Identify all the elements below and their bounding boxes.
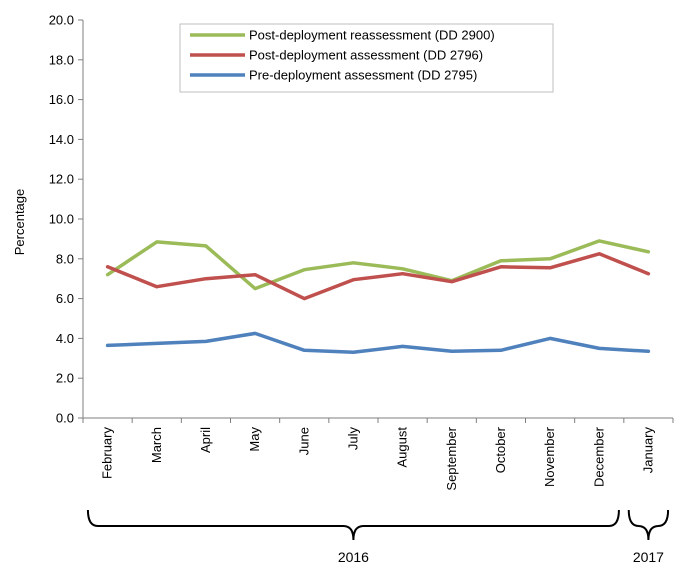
x-tick-label: July — [345, 427, 360, 451]
x-tick-label: February — [100, 427, 115, 480]
x-tick-label: December — [591, 426, 606, 487]
y-tick-label: 12.0 — [49, 172, 74, 187]
x-axis: February March April May June July August Septe… — [82, 417, 674, 491]
y-tick-label: 4.0 — [56, 331, 74, 346]
y-tick-label: 0.0 — [56, 411, 74, 426]
y-axis-label: Percentage — [12, 189, 27, 256]
legend-label: Post-deployment reassessment (DD 2900) — [249, 28, 495, 43]
year-bracket — [86, 509, 620, 541]
y-tick-label: 10.0 — [49, 212, 74, 227]
y-axis: 0.0 2.0 4.0 6.0 8.0 10.0 12.0 14.0 16.0 18.0 20.0 — [49, 13, 84, 426]
x-tick-label: September — [444, 426, 459, 490]
year-label: 2016 — [338, 549, 369, 565]
legend-label: Pre-deployment assessment (DD 2795) — [249, 68, 477, 83]
year-label: 2017 — [633, 549, 664, 565]
y-tick-label: 18.0 — [49, 52, 74, 67]
series-line-1 — [105, 252, 651, 301]
x-tick-label: March — [149, 427, 164, 463]
year-brackets: 2016 2017 — [86, 509, 670, 565]
x-tick-label: April — [198, 427, 213, 453]
x-tick-label: January — [640, 427, 655, 474]
series-layer — [105, 239, 651, 355]
legend: Post-deployment reassessment (DD 2900) Po… — [179, 23, 554, 93]
x-tick-label: October — [493, 426, 508, 473]
year-bracket — [627, 509, 670, 541]
x-tick-label: November — [542, 426, 557, 487]
y-tick-label: 8.0 — [56, 251, 74, 266]
y-tick-label: 14.0 — [49, 132, 74, 147]
y-tick-label: 20.0 — [49, 13, 74, 28]
y-tick-label: 16.0 — [49, 92, 74, 107]
x-tick-label: May — [247, 427, 262, 452]
series-line-0 — [105, 239, 651, 291]
series-line-2 — [105, 331, 651, 355]
x-tick-label: August — [395, 427, 410, 468]
legend-label: Post-deployment assessment (DD 2796) — [249, 48, 483, 63]
y-tick-label: 6.0 — [56, 291, 74, 306]
x-tick-label: June — [296, 427, 311, 455]
y-tick-label: 2.0 — [56, 371, 74, 386]
